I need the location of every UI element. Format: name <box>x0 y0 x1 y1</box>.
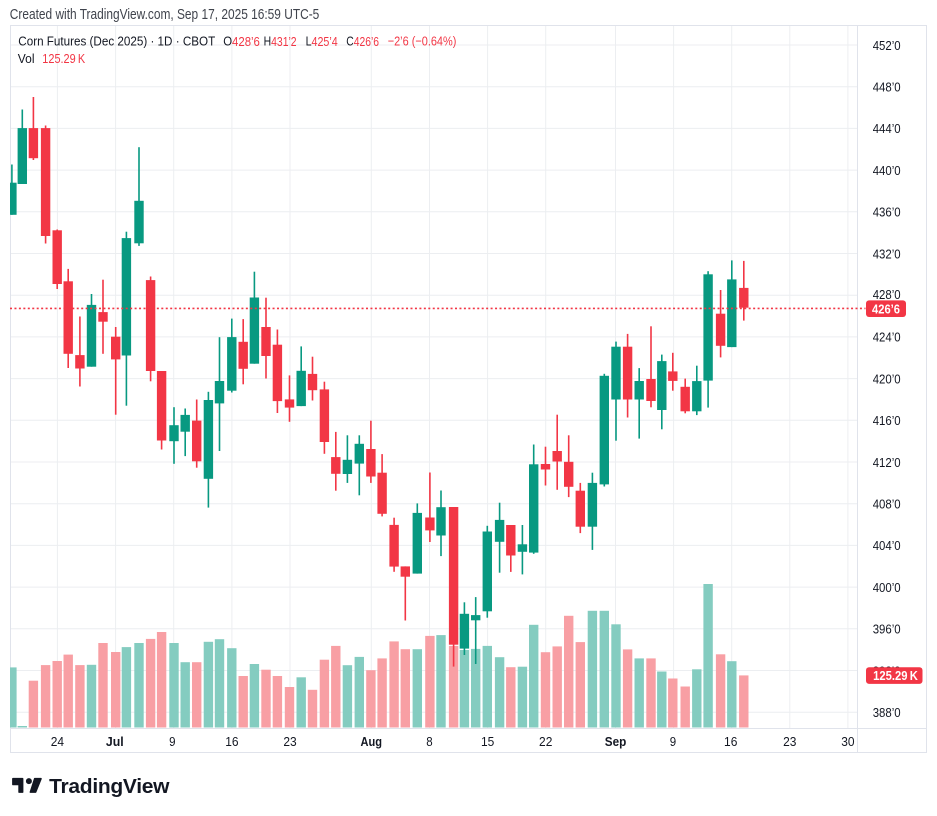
svg-text:30: 30 <box>841 735 854 749</box>
svg-text:Vol: Vol <box>18 51 35 66</box>
svg-text:TradingView: TradingView <box>49 775 169 798</box>
svg-text:O428’6: O428’6 <box>223 34 260 49</box>
svg-text:22: 22 <box>539 735 552 749</box>
svg-text:Sep: Sep <box>605 735 627 749</box>
svg-text:408’0: 408’0 <box>873 498 901 512</box>
svg-text:404’0: 404’0 <box>873 539 901 553</box>
svg-text:9: 9 <box>169 735 175 749</box>
svg-text:Created with TradingView.com,: Created with TradingView.com, Sep 17, 20… <box>10 6 320 23</box>
svg-text:412’0: 412’0 <box>873 456 901 470</box>
svg-text:448’0: 448’0 <box>873 81 901 95</box>
svg-text:23: 23 <box>783 735 796 749</box>
svg-text:−2’6 (−0.64%): −2’6 (−0.64%) <box>388 34 457 49</box>
svg-text:432’0: 432’0 <box>873 247 901 261</box>
svg-text:8: 8 <box>426 735 432 749</box>
svg-text:16: 16 <box>225 735 238 749</box>
svg-text:H431’2: H431’2 <box>264 34 297 49</box>
svg-text:16: 16 <box>724 735 737 749</box>
svg-text:400’0: 400’0 <box>873 581 901 595</box>
svg-text:396’0: 396’0 <box>873 623 901 637</box>
svg-text:9: 9 <box>670 735 676 749</box>
svg-text:Aug: Aug <box>361 735 383 749</box>
svg-text:15: 15 <box>481 735 494 749</box>
svg-text:C426’6: C426’6 <box>346 34 379 49</box>
svg-text:Corn Futures (Dec 2025) · 1D ·: Corn Futures (Dec 2025) · 1D · CBOT <box>18 34 215 49</box>
svg-text:436’0: 436’0 <box>873 206 901 220</box>
svg-text:388’0: 388’0 <box>873 706 901 720</box>
svg-text:125.29 K: 125.29 K <box>873 669 918 683</box>
svg-text:444’0: 444’0 <box>873 122 901 136</box>
svg-text:428’0: 428’0 <box>873 288 901 302</box>
svg-text:24: 24 <box>51 735 64 749</box>
svg-text:426’6: 426’6 <box>872 303 900 317</box>
svg-text:416’0: 416’0 <box>873 414 901 428</box>
svg-text:L425’4: L425’4 <box>306 34 338 49</box>
svg-text:424’0: 424’0 <box>873 331 901 345</box>
svg-text:440’0: 440’0 <box>873 164 901 178</box>
svg-text:23: 23 <box>283 735 296 749</box>
svg-text:420’0: 420’0 <box>873 372 901 386</box>
svg-text:125.29 K: 125.29 K <box>42 51 85 66</box>
svg-text:Jul: Jul <box>106 735 124 749</box>
svg-text:452’0: 452’0 <box>873 39 901 53</box>
